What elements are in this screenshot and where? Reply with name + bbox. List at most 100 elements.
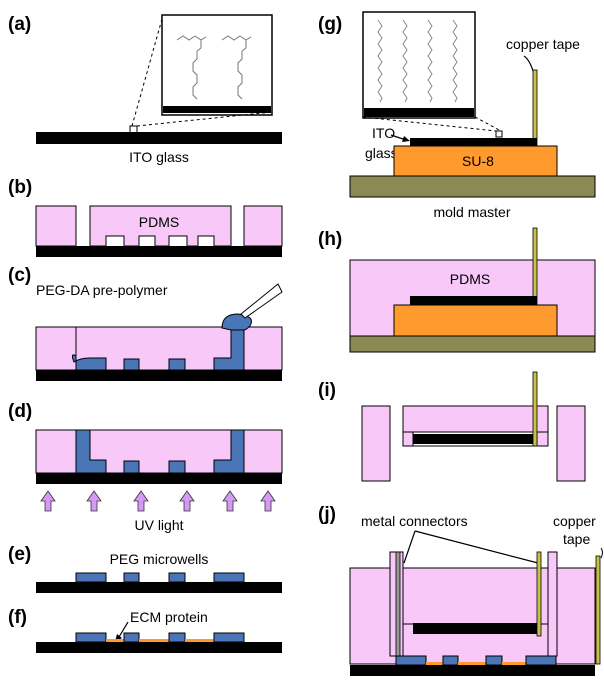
pdms-piece-right	[557, 406, 585, 481]
ecm-j3	[502, 662, 526, 665]
microwell-wall-f2	[124, 633, 139, 642]
peg-fill-2	[169, 359, 185, 370]
pdms-piece-left	[362, 406, 390, 481]
microwell-wall-f4	[214, 633, 244, 642]
substrate-c	[36, 370, 282, 381]
panel-a: (a) ITO glass	[8, 14, 282, 165]
substrate-b	[36, 246, 282, 257]
panel-label-d: (d)	[8, 401, 32, 422]
pdms-block-left	[36, 206, 76, 246]
uv-arrow-icon	[223, 491, 237, 511]
copper-tape-pointer	[524, 56, 534, 74]
uv-light-label: UV light	[134, 517, 183, 533]
panel-i: (i)	[318, 372, 585, 481]
uv-arrow-icon	[41, 491, 55, 511]
ecm-layer-3	[185, 639, 214, 642]
uv-arrows	[41, 491, 275, 511]
ito-glass-label: ITO glass	[129, 149, 189, 165]
ecm-layer-1	[106, 639, 124, 642]
microwell-wall-4	[214, 573, 244, 582]
pdms-label: PDMS	[139, 214, 179, 230]
inset-ito	[364, 108, 474, 117]
substrate-j	[350, 665, 595, 676]
copper-tape-pointer-j	[601, 548, 603, 558]
ito-glass-g	[410, 138, 537, 146]
panel-j: (j) metal connectors copper tape	[318, 504, 603, 676]
ito-glass-substrate	[36, 132, 282, 144]
copper-tape-j	[596, 556, 600, 664]
panel-label-h: (h)	[318, 229, 342, 250]
ecm-protein-label: ECM protein	[130, 609, 208, 625]
substrate-f	[36, 642, 282, 653]
microwell-wall-1	[76, 573, 106, 582]
copper-label: copper	[553, 513, 596, 529]
panel-f: (f) ECM protein	[8, 607, 282, 653]
mold-master-label: mold master	[433, 204, 510, 220]
metal-connector-right	[537, 552, 541, 636]
microwell-wall-f3	[169, 633, 185, 642]
microwell-wall-3	[169, 573, 185, 582]
uv-arrow-icon	[134, 491, 148, 511]
microwell-wall-2	[124, 573, 139, 582]
glass-label: glass	[365, 145, 398, 161]
panel-label-b: (b)	[8, 177, 32, 198]
copper-tape-i	[533, 372, 537, 446]
microwell-j4	[526, 656, 556, 665]
arrowhead-icon	[402, 136, 410, 142]
panel-label-e: (e)	[8, 544, 31, 565]
panel-c: (c) PEG-DA pre-polymer	[8, 265, 282, 381]
pdms-block-right	[244, 206, 282, 246]
peg-cured-2	[169, 461, 185, 473]
copper-tape-strip	[533, 70, 537, 146]
connector-pointer-left	[404, 531, 415, 563]
inlet-channel-right	[548, 552, 557, 656]
panel-label-a: (a)	[8, 14, 31, 35]
panel-e: (e) PEG microwells	[8, 544, 282, 593]
pdms-label-h: PDMS	[450, 271, 490, 287]
zoom-box-g	[496, 131, 502, 137]
metal-connectors-label: metal connectors	[361, 513, 468, 529]
su8-label: SU-8	[462, 153, 494, 169]
peg-cured-1	[124, 461, 139, 473]
ecm-j2	[458, 662, 486, 665]
ecm-j1	[426, 662, 443, 665]
copper-tape-h	[533, 228, 537, 304]
peg-da-label: PEG-DA pre-polymer	[36, 282, 168, 298]
mold-master-base	[350, 176, 595, 197]
panel-h: (h) PDMS	[318, 228, 595, 352]
pipette-tip-icon	[241, 284, 282, 318]
metal-connector-left	[396, 552, 400, 656]
zoom-box	[130, 126, 137, 133]
panel-d: (d) UV light	[8, 401, 282, 533]
microwell-j1	[396, 656, 426, 665]
ito-label: ITO	[372, 125, 395, 141]
ecm-layer-2	[139, 639, 169, 642]
su8-block-h	[394, 305, 557, 336]
microwell-j3	[486, 656, 502, 665]
microwell-wall-f1	[76, 633, 106, 642]
uv-arrow-icon	[180, 491, 194, 511]
substrate-d	[36, 473, 282, 484]
zoom-line-left	[132, 19, 162, 126]
mold-master-h	[350, 336, 595, 352]
copper-tape-label-g: copper tape	[506, 36, 580, 52]
tape-label: tape	[563, 531, 590, 547]
pdms-top-chamber	[403, 568, 548, 624]
uv-arrow-icon	[261, 491, 275, 511]
panel-label-f: (f)	[8, 607, 27, 628]
ito-glass-h	[410, 296, 537, 305]
ito-glass-i	[413, 434, 537, 444]
panel-label-g: (g)	[318, 14, 342, 35]
connector-pointer-right	[415, 531, 538, 563]
peg-fill-1	[124, 359, 139, 370]
substrate-e	[36, 582, 282, 593]
panel-b: (b) PDMS	[8, 177, 282, 257]
molecule-inset	[162, 15, 272, 115]
panel-label-i: (i)	[318, 380, 336, 401]
uv-arrow-icon	[87, 491, 101, 511]
ito-glass-j	[413, 623, 537, 634]
pdms-block-d	[36, 430, 282, 473]
panel-label-j: (j)	[318, 504, 336, 525]
panel-label-c: (c)	[8, 265, 31, 286]
